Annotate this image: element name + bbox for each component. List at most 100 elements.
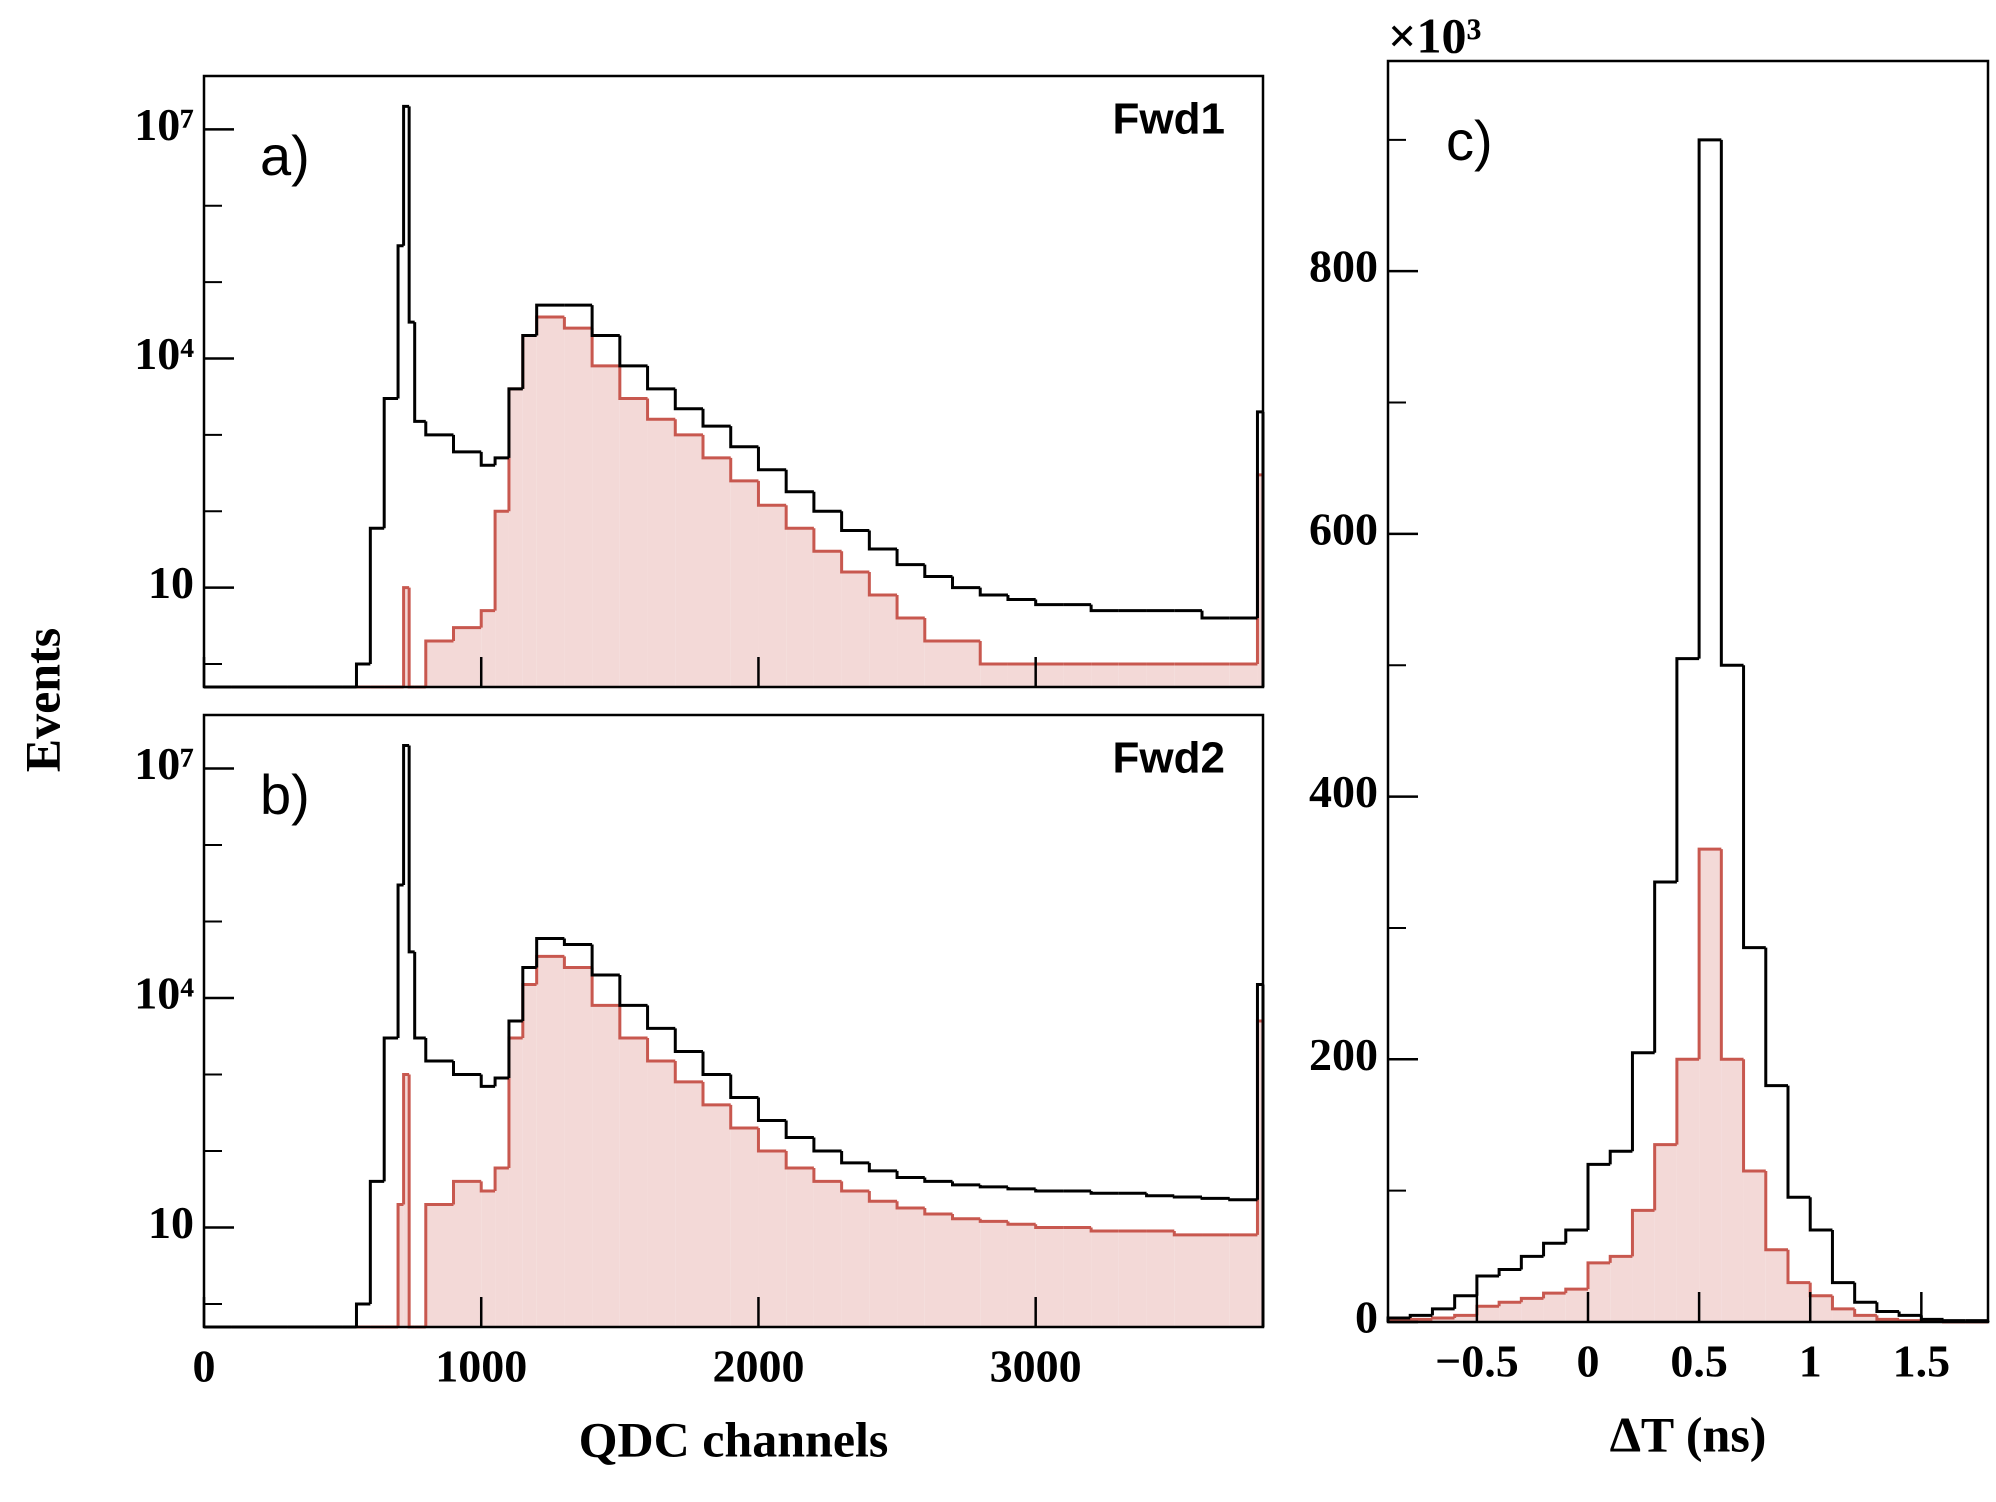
- bar-outline: [407, 587, 415, 689]
- bar-outline: [618, 335, 648, 368]
- bar-outline: [701, 434, 731, 460]
- bar: [924, 641, 953, 687]
- bar-outline: [729, 426, 759, 449]
- bar: [869, 1201, 898, 1327]
- y-tick-label: 200: [1309, 1029, 1378, 1080]
- bar-outline: [424, 1202, 454, 1327]
- bar-outline: [618, 365, 648, 400]
- bar-outline: [535, 303, 565, 336]
- bar-outline: [382, 396, 399, 529]
- bar-outline: [1786, 1085, 1811, 1199]
- bar: [924, 1214, 953, 1327]
- panel-label: b): [260, 763, 310, 826]
- y-tick-label: 10: [148, 1197, 194, 1248]
- bar-outline: [951, 1181, 981, 1187]
- plot-frame: [202, 713, 1265, 1329]
- bar: [1035, 664, 1064, 687]
- bar: [536, 316, 565, 687]
- bar: [1202, 1234, 1230, 1327]
- bar-outline: [673, 419, 704, 437]
- bar-outline: [923, 1207, 953, 1216]
- bar: [897, 1207, 925, 1327]
- bar-outline: [562, 938, 593, 946]
- bar-outline: [1608, 1149, 1633, 1165]
- bar: [1035, 1227, 1064, 1327]
- bar-outline: [867, 572, 898, 597]
- bar-outline: [1808, 1282, 1833, 1298]
- bar-outline: [1430, 1307, 1455, 1316]
- bar: [758, 505, 787, 687]
- bar: [1007, 664, 1036, 687]
- bar-outline: [402, 743, 410, 885]
- bar: [952, 1218, 981, 1327]
- x-tick-label: 0: [193, 1341, 216, 1392]
- x-tick-label: 3000: [990, 1341, 1082, 1392]
- bar-outline: [413, 951, 426, 1040]
- bar-outline: [413, 322, 426, 423]
- bar: [1810, 1295, 1833, 1322]
- y-tick-label: 10⁴: [134, 968, 194, 1019]
- bar-outline: [396, 1202, 404, 1327]
- bar-outline: [701, 408, 731, 428]
- bar-outline: [1034, 1188, 1064, 1193]
- bar: [495, 511, 509, 687]
- bar: [786, 528, 814, 687]
- bar-outline: [1897, 1311, 1922, 1317]
- bar-outline: [590, 967, 620, 1007]
- bar: [1118, 1230, 1147, 1327]
- bar-outline: [507, 387, 523, 458]
- bar: [592, 1005, 620, 1327]
- bar-outline: [840, 511, 870, 532]
- x-tick-label: 2000: [712, 1341, 804, 1392]
- bar-outline: [1006, 1186, 1036, 1191]
- bar-outline: [368, 526, 385, 665]
- bar: [980, 1221, 1008, 1327]
- bar: [522, 984, 537, 1327]
- bar-outline: [895, 1170, 925, 1179]
- bar: [1854, 1315, 1877, 1322]
- bar-outline: [424, 421, 454, 437]
- bar: [1091, 664, 1119, 687]
- bar: [1229, 664, 1258, 687]
- bar: [1174, 1234, 1203, 1327]
- bar: [1091, 1230, 1119, 1327]
- bar-outline: [1653, 1143, 1677, 1211]
- bar: [675, 434, 704, 687]
- bar-outline: [1089, 604, 1119, 613]
- bar-outline: [407, 1074, 415, 1329]
- bar-outline: [1034, 1224, 1064, 1229]
- bar-outline: [493, 456, 509, 466]
- bar: [398, 1204, 404, 1327]
- bar: [536, 956, 565, 1327]
- bar-outline: [402, 586, 410, 687]
- panel-label: a): [260, 124, 310, 187]
- bar-outline: [756, 1097, 787, 1123]
- bar: [1676, 1059, 1700, 1322]
- bar: [1499, 1302, 1522, 1322]
- bar-outline: [424, 639, 454, 687]
- x-tick-label: 1000: [435, 1341, 527, 1392]
- bar: [1229, 1234, 1258, 1327]
- bar-outline: [646, 365, 676, 391]
- bar-outline: [1608, 1254, 1633, 1263]
- bar: [619, 1037, 648, 1327]
- bar-outline: [1719, 139, 1744, 667]
- bar-outline: [1653, 880, 1677, 1053]
- bar-outline: [493, 1076, 509, 1087]
- plot-frame: [1386, 59, 1990, 1324]
- bar-outline: [382, 1036, 399, 1182]
- bar: [403, 587, 410, 687]
- bar: [508, 388, 523, 687]
- bar-outline: [923, 618, 953, 643]
- bar-outline: [1145, 1193, 1175, 1198]
- bar-outline: [812, 1167, 842, 1183]
- bar-outline: [701, 1051, 731, 1076]
- bar-outline: [812, 1137, 842, 1153]
- bar-outline: [1564, 1287, 1588, 1294]
- bar-outline: [1200, 610, 1230, 620]
- bar-outline: [978, 1218, 1008, 1223]
- bar-outline: [1430, 1316, 1455, 1320]
- bar-outline: [1542, 1291, 1566, 1299]
- bar-outline: [1006, 595, 1036, 601]
- bar: [481, 610, 496, 687]
